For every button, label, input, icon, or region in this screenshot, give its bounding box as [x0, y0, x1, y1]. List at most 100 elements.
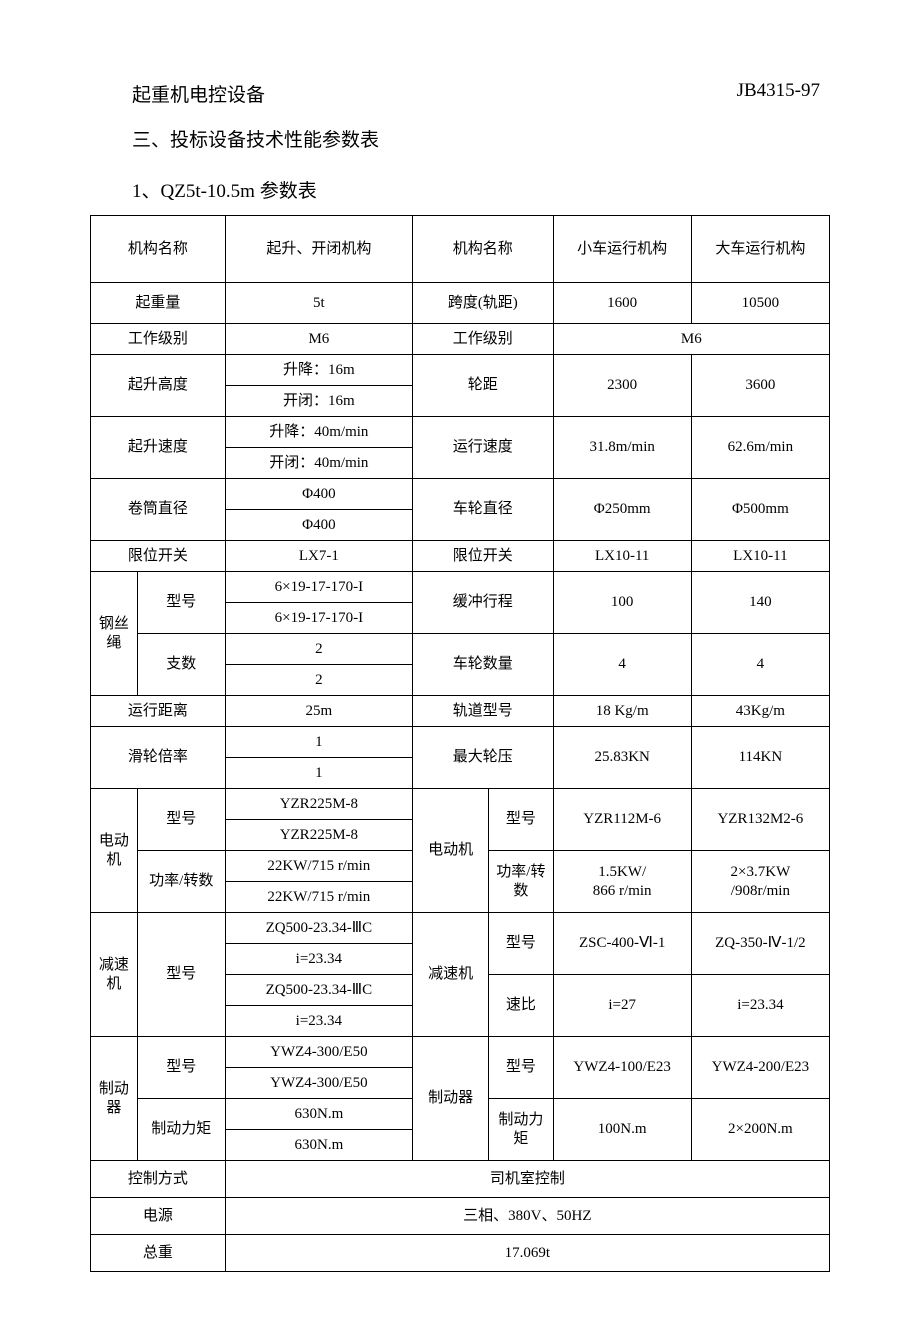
row-drum-1: 卷筒直径 Φ400 车轮直径 Φ250mm Φ500mm — [91, 479, 830, 510]
motor-r-type-e: YZR132M2-6 — [691, 789, 829, 851]
pulley-e: 114KN — [691, 727, 829, 789]
row-motor-type-1: 电动机 型号 YZR225M-8 电动机 型号 YZR112M-6 YZR132… — [91, 789, 830, 820]
level-rl: 工作级别 — [413, 324, 554, 355]
motor-pow-v2: 22KW/715 r/min — [225, 882, 412, 913]
motor-r-pow-e1: 2×3.7KW — [731, 864, 791, 880]
rope-type-v2: 6×19-17-170-I — [225, 603, 412, 634]
header-left: 起重机电控设备 — [132, 80, 265, 107]
height-v2: 开闭：16m — [225, 386, 412, 417]
power-l: 电源 — [91, 1198, 226, 1235]
weight-l: 总重 — [91, 1235, 226, 1272]
header-line: 起重机电控设备 JB4315-97 — [132, 80, 820, 107]
level-de: M6 — [553, 324, 829, 355]
motor-r-pow-d2: 866 r/min — [593, 883, 652, 899]
dist-rl: 轨道型号 — [413, 696, 554, 727]
reducer-r-ratio-l: 速比 — [489, 975, 553, 1037]
brake-trq-v2: 630N.m — [225, 1130, 412, 1161]
dist-e: 43Kg/m — [691, 696, 829, 727]
motor-r-pow-d1: 1.5KW/ — [598, 864, 646, 880]
motor-r-type-d: YZR112M-6 — [553, 789, 691, 851]
limit-e: LX10-11 — [691, 541, 829, 572]
motor-type-l: 型号 — [137, 789, 225, 851]
row-load: 起重量 5t 跨度(轨距) 1600 10500 — [91, 283, 830, 324]
spec-table: 机构名称 起升、开闭机构 机构名称 小车运行机构 大车运行机构 起重量 5t 跨… — [90, 215, 830, 1272]
brake-group: 制动器 — [91, 1037, 138, 1161]
motor-type-v2: YZR225M-8 — [225, 820, 412, 851]
motor-type-v1: YZR225M-8 — [225, 789, 412, 820]
drum-v2: Φ400 — [225, 510, 412, 541]
speed-rl: 运行速度 — [413, 417, 554, 479]
rope-wheelcnt-d: 4 — [553, 634, 691, 696]
height-v1: 升降：16m — [225, 355, 412, 386]
height-l: 起升高度 — [91, 355, 226, 417]
dist-v: 25m — [225, 696, 412, 727]
motor-r-pow-l: 功率/转数 — [489, 851, 553, 913]
brake-r-group: 制动器 — [413, 1037, 489, 1161]
limit-rl: 限位开关 — [413, 541, 554, 572]
reducer-r-type-d: ZSC-400-Ⅵ-1 — [553, 913, 691, 975]
motor-r-pow-e: 2×3.7KW /908r/min — [691, 851, 829, 913]
rope-cnt-v2: 2 — [225, 665, 412, 696]
reducer-r-type-l: 型号 — [489, 913, 553, 975]
drum-d: Φ250mm — [553, 479, 691, 541]
hdr-c1: 机构名称 — [91, 216, 226, 283]
dist-d: 18 Kg/m — [553, 696, 691, 727]
limit-d: LX10-11 — [553, 541, 691, 572]
reducer-v2: i=23.34 — [225, 944, 412, 975]
table-title: 1、QZ5t-10.5m 参数表 — [132, 176, 830, 203]
speed-l: 起升速度 — [91, 417, 226, 479]
hdr-c2: 起升、开闭机构 — [225, 216, 412, 283]
motor-r-pow-e2: /908r/min — [731, 883, 790, 899]
row-reducer-1: 减速机 型号 ZQ500-23.34-ⅢC 减速机 型号 ZSC-400-Ⅵ-1… — [91, 913, 830, 944]
drum-rl: 车轮直径 — [413, 479, 554, 541]
brake-r-trq-e: 2×200N.m — [691, 1099, 829, 1161]
load-v: 5t — [225, 283, 412, 324]
brake-r-type-e: YWZ4-200/E23 — [691, 1037, 829, 1099]
speed-e: 62.6m/min — [691, 417, 829, 479]
rope-buf-e: 140 — [691, 572, 829, 634]
motor-r-group: 电动机 — [413, 789, 489, 913]
brake-trq-v1: 630N.m — [225, 1099, 412, 1130]
pulley-rl: 最大轮压 — [413, 727, 554, 789]
height-rl: 轮距 — [413, 355, 554, 417]
rope-cnt-v1: 2 — [225, 634, 412, 665]
level-v: M6 — [225, 324, 412, 355]
brake-r-trq-d: 100N.m — [553, 1099, 691, 1161]
row-dist: 运行距离 25m 轨道型号 18 Kg/m 43Kg/m — [91, 696, 830, 727]
brake-type-v1: YWZ4-300/E50 — [225, 1037, 412, 1068]
limit-v: LX7-1 — [225, 541, 412, 572]
reducer-group: 减速机 — [91, 913, 138, 1037]
reducer-type-l: 型号 — [137, 913, 225, 1037]
speed-v1: 升降：40m/min — [225, 417, 412, 448]
rope-type-l: 型号 — [137, 572, 225, 634]
rope-group: 钢丝绳 — [91, 572, 138, 696]
ctrl-l: 控制方式 — [91, 1161, 226, 1198]
row-rope-type-1: 钢丝绳 型号 6×19-17-170-I 缓冲行程 100 140 — [91, 572, 830, 603]
row-limit: 限位开关 LX7-1 限位开关 LX10-11 LX10-11 — [91, 541, 830, 572]
load-d: 1600 — [553, 283, 691, 324]
brake-type-l: 型号 — [137, 1037, 225, 1099]
rope-wheelcnt-l: 车轮数量 — [413, 634, 554, 696]
reducer-r-type-e: ZQ-350-Ⅳ-1/2 — [691, 913, 829, 975]
ctrl-v: 司机室控制 — [225, 1161, 829, 1198]
header-right: JB4315-97 — [737, 80, 820, 107]
row-weight: 总重 17.069t — [91, 1235, 830, 1272]
hdr-c4: 小车运行机构 — [553, 216, 691, 283]
row-speed-1: 起升速度 升降：40m/min 运行速度 31.8m/min 62.6m/min — [91, 417, 830, 448]
dist-l: 运行距离 — [91, 696, 226, 727]
pulley-v2: 1 — [225, 758, 412, 789]
height-e: 3600 — [691, 355, 829, 417]
rope-buf-l: 缓冲行程 — [413, 572, 554, 634]
power-v: 三相、380V、50HZ — [225, 1198, 829, 1235]
height-d: 2300 — [553, 355, 691, 417]
speed-d: 31.8m/min — [553, 417, 691, 479]
pulley-l: 滑轮倍率 — [91, 727, 226, 789]
pulley-v1: 1 — [225, 727, 412, 758]
hdr-c3: 机构名称 — [413, 216, 554, 283]
reducer-r-ratio-e: i=23.34 — [691, 975, 829, 1037]
document-page: 起重机电控设备 JB4315-97 三、投标设备技术性能参数表 1、QZ5t-1… — [0, 0, 920, 1332]
drum-e: Φ500mm — [691, 479, 829, 541]
hdr-c5: 大车运行机构 — [691, 216, 829, 283]
reducer-v3: ZQ500-23.34-ⅢC — [225, 975, 412, 1006]
drum-l: 卷筒直径 — [91, 479, 226, 541]
